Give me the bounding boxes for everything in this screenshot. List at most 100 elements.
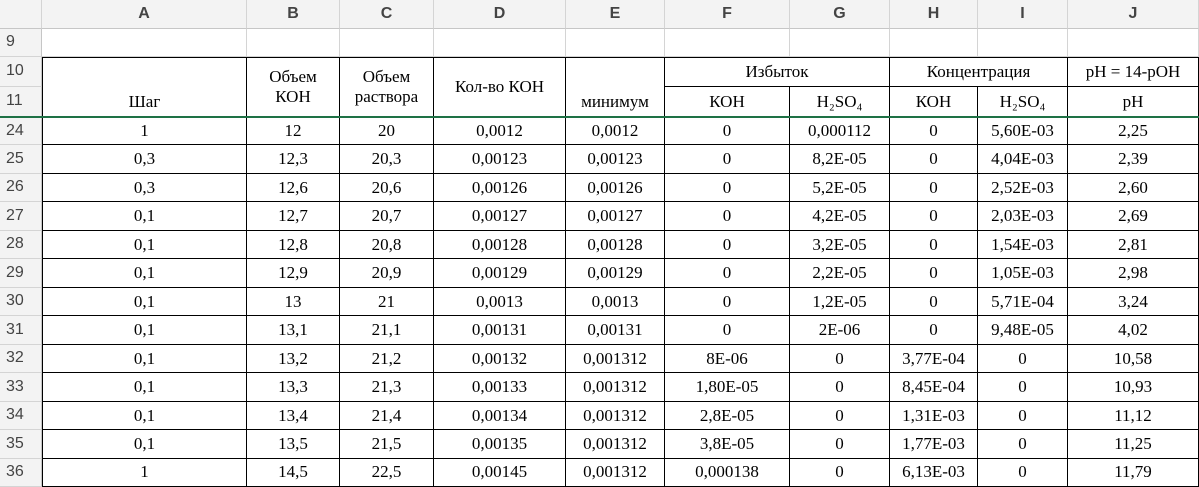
row-header[interactable]: 28: [0, 230, 42, 260]
cell[interactable]: 0: [978, 458, 1068, 487]
cell[interactable]: 0,00126: [566, 173, 665, 203]
cell[interactable]: 0: [978, 344, 1068, 374]
cell[interactable]: 4,2E-05: [790, 202, 890, 231]
header-cell[interactable]: Избыток: [665, 57, 890, 87]
header-cell[interactable]: КОН: [890, 87, 978, 117]
cell[interactable]: 0,001312: [566, 344, 665, 374]
cell[interactable]: 13: [247, 287, 340, 317]
cell[interactable]: [340, 29, 434, 57]
row-header[interactable]: 25: [0, 145, 42, 174]
cell[interactable]: 0,00131: [434, 316, 566, 345]
cell[interactable]: 0,0013: [434, 287, 566, 317]
cell[interactable]: 0: [890, 259, 978, 288]
cell[interactable]: 5,71E-04: [978, 287, 1068, 317]
cell[interactable]: 0: [790, 344, 890, 374]
cell[interactable]: 2,60: [1068, 173, 1199, 203]
column-header[interactable]: J: [1068, 0, 1199, 29]
cell[interactable]: 3,2E-05: [790, 230, 890, 260]
row-header[interactable]: 24: [0, 117, 42, 146]
cell[interactable]: 0,000138: [665, 458, 790, 487]
cell[interactable]: 9,48E-05: [978, 316, 1068, 345]
cell[interactable]: 12: [247, 117, 340, 146]
cell[interactable]: 0,001312: [566, 373, 665, 402]
cell[interactable]: 0,3: [42, 173, 247, 203]
cell[interactable]: 8,2E-05: [790, 145, 890, 174]
row-header[interactable]: 36: [0, 458, 42, 487]
cell[interactable]: 11,25: [1068, 430, 1199, 459]
header-cell[interactable]: Концентрация: [890, 57, 1068, 87]
cell[interactable]: 0,0012: [566, 117, 665, 146]
cell[interactable]: 6,13E-03: [890, 458, 978, 487]
cell[interactable]: 12,6: [247, 173, 340, 203]
row-header[interactable]: 10: [0, 57, 42, 87]
cell[interactable]: 0: [890, 230, 978, 260]
cell[interactable]: 0,00127: [434, 202, 566, 231]
cell[interactable]: 0: [790, 458, 890, 487]
cell[interactable]: 0,000112: [790, 117, 890, 146]
cell[interactable]: 1,31E-03: [890, 401, 978, 431]
cell[interactable]: 0: [790, 373, 890, 402]
cell[interactable]: 11,12: [1068, 401, 1199, 431]
cell[interactable]: 2,03E-03: [978, 202, 1068, 231]
cell[interactable]: 5,60E-03: [978, 117, 1068, 146]
cell[interactable]: [890, 29, 978, 57]
cell[interactable]: 0,00133: [434, 373, 566, 402]
cell[interactable]: 0,1: [42, 401, 247, 431]
cell[interactable]: 1,54E-03: [978, 230, 1068, 260]
cell[interactable]: 0: [890, 145, 978, 174]
cell[interactable]: 0,00131: [566, 316, 665, 345]
cell[interactable]: 1: [42, 117, 247, 146]
row-header[interactable]: 26: [0, 173, 42, 203]
cell[interactable]: 0,1: [42, 230, 247, 260]
cell[interactable]: 0,1: [42, 373, 247, 402]
select-all[interactable]: [0, 0, 42, 29]
cell[interactable]: 0: [890, 202, 978, 231]
row-header[interactable]: 35: [0, 430, 42, 459]
cell[interactable]: 0: [890, 117, 978, 146]
cell[interactable]: 0: [665, 117, 790, 146]
header-cell[interactable]: H₂SO₄: [790, 87, 890, 117]
cell[interactable]: [247, 29, 340, 57]
cell[interactable]: 0,001312: [566, 401, 665, 431]
cell[interactable]: 2,2E-05: [790, 259, 890, 288]
cell[interactable]: 4,04E-03: [978, 145, 1068, 174]
column-header[interactable]: E: [566, 0, 665, 29]
cell[interactable]: 0,1: [42, 202, 247, 231]
column-header[interactable]: G: [790, 0, 890, 29]
header-cell[interactable]: КОН: [665, 87, 790, 117]
cell[interactable]: 1,77E-03: [890, 430, 978, 459]
cell[interactable]: [434, 29, 566, 57]
cell[interactable]: 0: [890, 287, 978, 317]
cell[interactable]: 0,1: [42, 430, 247, 459]
cell[interactable]: 12,9: [247, 259, 340, 288]
cell[interactable]: 12,8: [247, 230, 340, 260]
cell[interactable]: 11,79: [1068, 458, 1199, 487]
cell[interactable]: 0,00132: [434, 344, 566, 374]
cell[interactable]: 10,58: [1068, 344, 1199, 374]
cell[interactable]: 0,0013: [566, 287, 665, 317]
cell[interactable]: 0: [890, 173, 978, 203]
cell[interactable]: 0,001312: [566, 458, 665, 487]
cell[interactable]: 0: [665, 316, 790, 345]
cell[interactable]: 2,39: [1068, 145, 1199, 174]
cell[interactable]: [790, 29, 890, 57]
column-header[interactable]: B: [247, 0, 340, 29]
column-header[interactable]: F: [665, 0, 790, 29]
cell[interactable]: 13,3: [247, 373, 340, 402]
cell[interactable]: 2,98: [1068, 259, 1199, 288]
cell[interactable]: 1: [42, 458, 247, 487]
cell[interactable]: 0,00127: [566, 202, 665, 231]
cell[interactable]: 0: [978, 373, 1068, 402]
cell[interactable]: 0,00134: [434, 401, 566, 431]
cell[interactable]: 2,52E-03: [978, 173, 1068, 203]
cell[interactable]: 0: [790, 401, 890, 431]
cell[interactable]: 13,1: [247, 316, 340, 345]
cell[interactable]: 20,3: [340, 145, 434, 174]
cell[interactable]: 3,77E-04: [890, 344, 978, 374]
cell[interactable]: 1,05E-03: [978, 259, 1068, 288]
cell[interactable]: 12,3: [247, 145, 340, 174]
row-header[interactable]: 32: [0, 344, 42, 374]
cell[interactable]: 0,001312: [566, 430, 665, 459]
cell[interactable]: 0: [978, 401, 1068, 431]
cell[interactable]: 0,3: [42, 145, 247, 174]
